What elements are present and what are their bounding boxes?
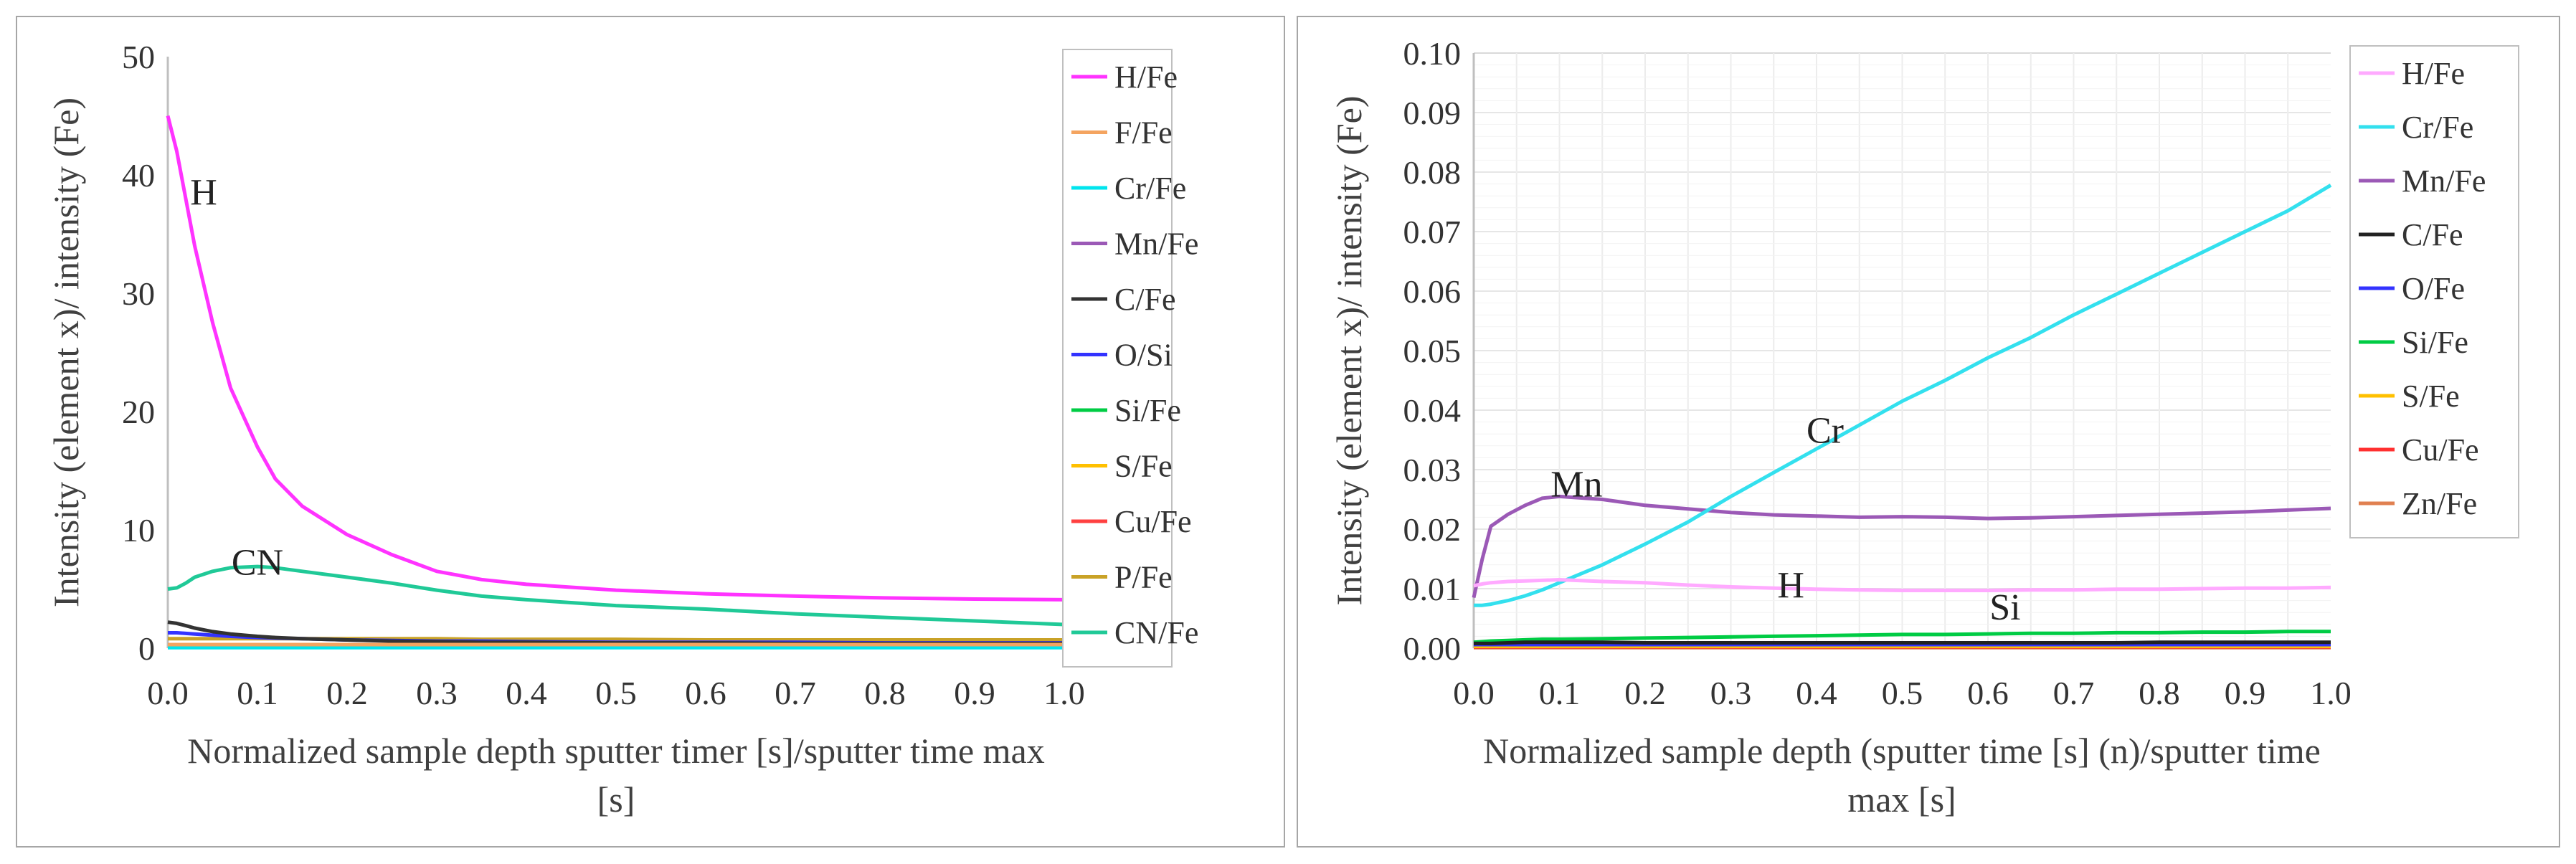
x-tick-label: 0.7	[2053, 675, 2095, 711]
legend-entry: Mn/Fe	[2402, 163, 2486, 199]
series-line-h-fe	[166, 115, 1065, 602]
x-tick-label: 0.3	[1710, 675, 1752, 711]
series-line-h-fe	[1473, 578, 2331, 592]
x-tick-label: 1.0	[1043, 675, 1085, 711]
left-chart-panel: 0 10 20 30 40 50 0.0 0.1 0.2 0.3 0.4 0.5 0.6 0.7 0.8 0.…	[16, 16, 1285, 848]
x-tick-label: 0.9	[2225, 675, 2266, 711]
x-axis-title: Normalized sample depth (sputter time [s…	[1483, 731, 2321, 771]
x-tick-label: 0.9	[954, 675, 995, 711]
right-chart-panel: 0.00 0.01 0.02 0.03 0.04 0.05 0.06 0.07 0.08 0.09…	[1297, 16, 2560, 848]
legend-entry: S/Fe	[2402, 379, 2460, 414]
y-tick-label: 0	[138, 630, 155, 667]
y-tick-label: 40	[122, 157, 155, 194]
legend-entry: Si/Fe	[2402, 325, 2468, 360]
x-tick-label: 0.2	[326, 675, 368, 711]
y-tick-label: 20	[122, 394, 155, 430]
x-tick-label: 0.4	[1796, 675, 1837, 711]
legend-entry: H/Fe	[2402, 56, 2465, 91]
y-tick-label: 0.01	[1403, 571, 1462, 607]
x-tick-label: 0.0	[147, 675, 189, 711]
x-tick-label: 0.0	[1453, 675, 1495, 711]
series-annotation: Cr	[1806, 411, 1844, 452]
legend-entry: P/Fe	[1114, 560, 1173, 595]
left-chart: 0 10 20 30 40 50 0.0 0.1 0.2 0.3 0.4 0.5 0.6 0.7 0.8 0.…	[46, 39, 1198, 820]
series-line-c-fe	[1474, 640, 2331, 645]
x-axis-title: [s]	[597, 779, 635, 820]
right-chart: 0.00 0.01 0.02 0.03 0.04 0.05 0.06 0.07 0.08 0.09…	[1329, 35, 2519, 820]
series-annotation: Mn	[1550, 464, 1602, 505]
y-tick-label: 0.02	[1403, 511, 1462, 548]
x-tick-label: 0.4	[506, 675, 547, 711]
series-line-cn-fe	[167, 564, 1065, 627]
legend-entry: F/Fe	[1114, 115, 1173, 151]
series-annotation: CN	[232, 543, 283, 584]
y-tick-label: 50	[122, 39, 155, 75]
y-tick-label: 0.08	[1403, 154, 1462, 191]
legend-entry: H/Fe	[1114, 60, 1178, 95]
y-tick-label: 0.05	[1403, 333, 1462, 369]
legend-box	[1062, 49, 1173, 668]
x-tick-label: 0.6	[685, 675, 726, 711]
y-axis-title: Intensity (element x)/ intensity (Fe)	[1329, 96, 1369, 606]
legend-entry: CN/Fe	[1114, 615, 1198, 650]
series-annotation: H	[190, 172, 217, 213]
series-annotation: Si	[1989, 587, 2020, 628]
x-axis-title: Normalized sample depth sputter timer [s…	[187, 731, 1045, 771]
y-tick-label: 0.04	[1403, 392, 1462, 429]
x-tick-label: 0.6	[1967, 675, 2009, 711]
y-tick-label: 10	[122, 512, 155, 549]
x-axis-title: max [s]	[1847, 779, 1956, 820]
series-line-cr-fe	[1474, 184, 2332, 607]
y-axis-title: Intensity (element x)/ intensity (Fe)	[46, 98, 86, 607]
legend-entry: O/Fe	[2402, 271, 2465, 306]
x-tick-label: 1.0	[2310, 675, 2352, 711]
legend-entry: C/Fe	[1114, 282, 1176, 317]
y-tick-label: 0.10	[1403, 35, 1462, 72]
y-tick-label: 0.00	[1403, 630, 1462, 667]
y-tick-label: 30	[122, 275, 155, 312]
y-tick-label: 0.07	[1403, 214, 1462, 250]
y-tick-label: 0.09	[1403, 95, 1462, 131]
x-tick-label: 0.7	[775, 675, 816, 711]
legend-entry: Cr/Fe	[1114, 171, 1186, 206]
series-annotation: H	[1777, 565, 1804, 606]
y-tick-label: 0.06	[1403, 273, 1462, 310]
x-tick-label: 0.8	[864, 675, 906, 711]
legend-entry: Cu/Fe	[1114, 504, 1192, 539]
x-tick-label: 0.5	[1882, 675, 1923, 711]
legend-entry: O/Si	[1114, 338, 1173, 373]
legend-entry: Zn/Fe	[2402, 486, 2477, 521]
legend-entry: S/Fe	[1114, 449, 1173, 484]
legend-entry: C/Fe	[2402, 217, 2463, 252]
y-tick-label: 0.03	[1403, 452, 1462, 488]
x-tick-label: 0.1	[1539, 675, 1581, 711]
legend-entry: Si/Fe	[1114, 393, 1181, 428]
legend-entry: Cr/Fe	[2402, 110, 2473, 145]
x-tick-label: 0.2	[1624, 675, 1666, 711]
series-line-si-fe	[1473, 630, 2331, 645]
x-tick-label: 0.5	[595, 675, 637, 711]
series-line-mn-fe	[1472, 494, 2331, 599]
x-tick-label: 0.1	[237, 675, 278, 711]
x-tick-label: 0.3	[416, 675, 458, 711]
x-tick-label: 0.8	[2139, 675, 2180, 711]
legend-entry: Cu/Fe	[2402, 432, 2479, 467]
legend-entry: Mn/Fe	[1114, 227, 1198, 262]
